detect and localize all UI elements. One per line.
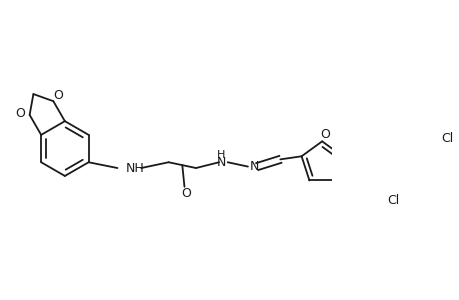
Text: Cl: Cl xyxy=(441,133,453,146)
Text: N: N xyxy=(216,157,225,169)
Text: O: O xyxy=(319,128,329,141)
Text: O: O xyxy=(180,187,190,200)
Text: O: O xyxy=(53,89,63,102)
Text: Cl: Cl xyxy=(386,194,398,208)
Text: O: O xyxy=(15,107,25,120)
Text: N: N xyxy=(250,160,259,173)
Text: NH: NH xyxy=(126,162,145,175)
Text: H: H xyxy=(217,150,225,160)
